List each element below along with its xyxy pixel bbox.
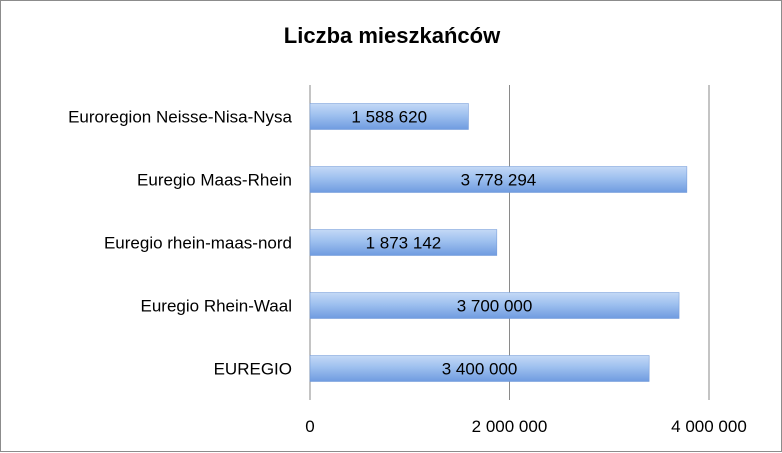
x-tick-label-2: 4 000 000 xyxy=(671,417,747,436)
data-label-4: 3 400 000 xyxy=(442,360,518,379)
bar-3 xyxy=(309,292,680,319)
category-label-2: Euregio rhein-maas-nord xyxy=(104,234,292,253)
data-label-0: 1 588 620 xyxy=(351,108,427,127)
x-tick-label-1: 2 000 000 xyxy=(472,417,548,436)
bar-0 xyxy=(309,103,469,130)
bar-2 xyxy=(309,229,498,256)
category-label-3: Euregio Rhein-Waal xyxy=(141,297,293,316)
data-label-2: 1 873 142 xyxy=(366,234,442,253)
category-label-0: Euroregion Neisse-Nisa-Nysa xyxy=(68,108,292,127)
x-tick-label-0: 0 xyxy=(305,417,314,436)
data-label-3: 3 700 000 xyxy=(457,297,533,316)
category-label-1: Euregio Maas-Rhein xyxy=(137,171,292,190)
chart-title: Liczba mieszkańców xyxy=(283,23,501,48)
bar-4 xyxy=(309,355,650,382)
category-label-4: EUREGIO xyxy=(214,360,292,379)
data-label-1: 3 778 294 xyxy=(461,171,537,190)
bar-1 xyxy=(309,166,688,193)
